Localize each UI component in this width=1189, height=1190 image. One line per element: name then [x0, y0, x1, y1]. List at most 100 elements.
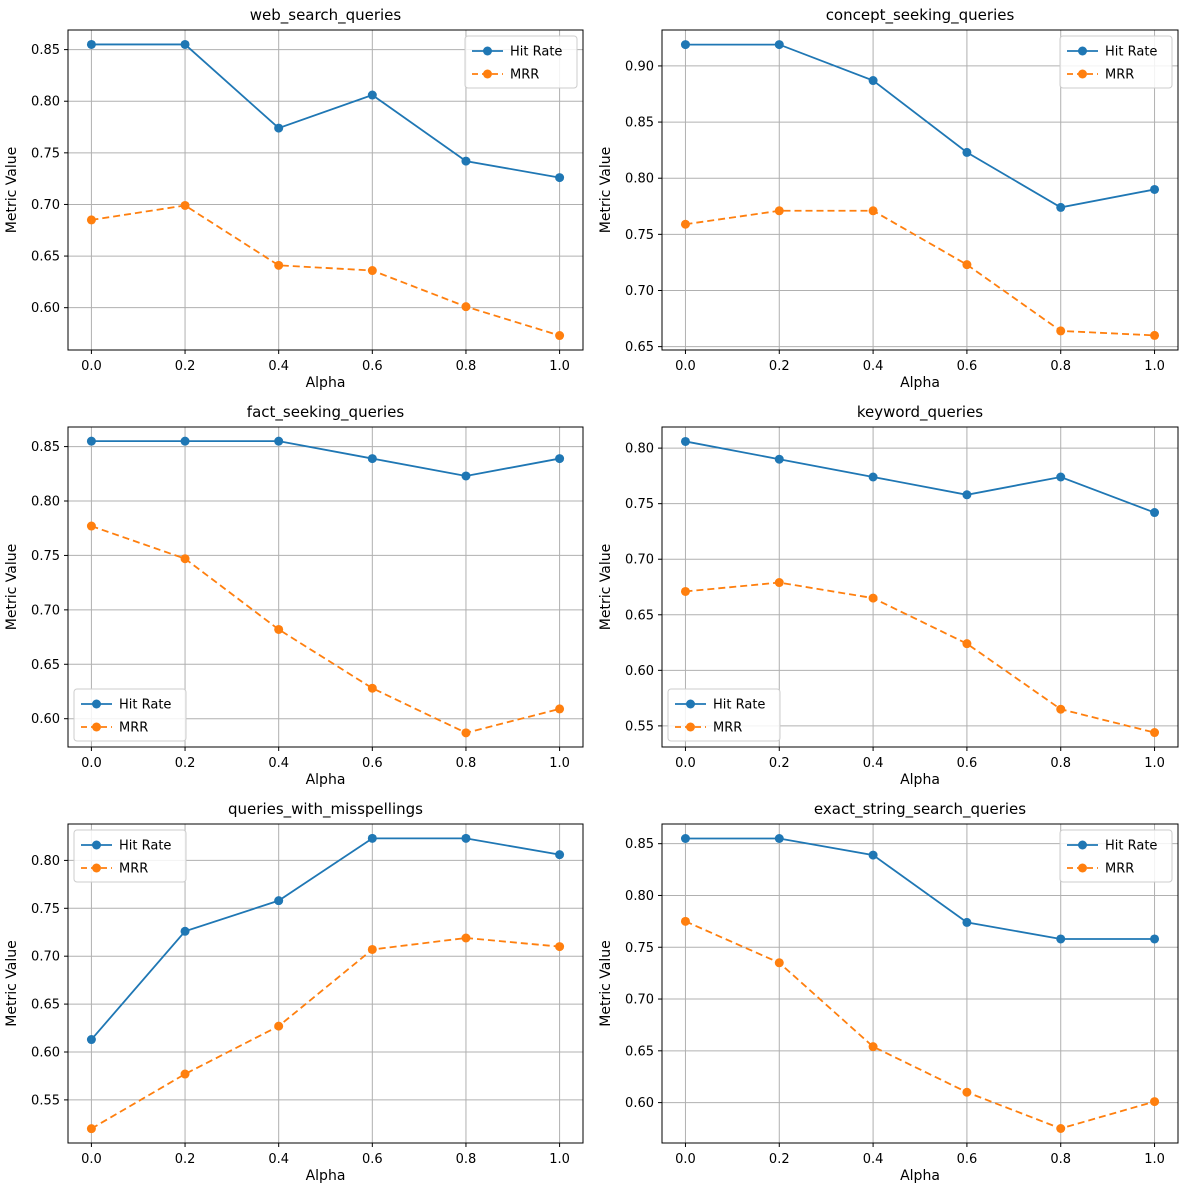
- x-tick-label: 0.2: [175, 756, 196, 771]
- hit-rate-data-point-marker: [774, 40, 784, 50]
- y-axis-label: Metric Value: [598, 147, 614, 233]
- subplot-canvas-exact-string-search-queries: 0.60 0.65 0.70 0.75 0.80 0.85 0.0 0.2 0.4 0.6 0.8 1…: [598, 800, 1179, 1184]
- legend-label: Hit Rate: [713, 698, 765, 713]
- hit-rate-data-point-marker: [274, 896, 284, 906]
- hit-rate-line: [685, 837, 1155, 940]
- hit-rate-data-point-marker: [962, 490, 972, 500]
- x-tick-label: 0.8: [456, 359, 477, 374]
- hit-rate-data-point-marker: [680, 436, 690, 446]
- mrr-data-point-marker: [180, 554, 190, 564]
- mrr-data-point-marker: [461, 728, 471, 738]
- y-tick-label: 0.70: [625, 553, 654, 568]
- hit-rate-data-point-marker: [1056, 934, 1066, 944]
- hit-rate-data-point-marker: [367, 833, 377, 843]
- legend: Hit Rate MRR: [1059, 35, 1173, 89]
- legend-label: MRR: [713, 721, 742, 736]
- legend: Hit Rate MRR: [464, 35, 578, 89]
- y-tick-label: 0.75: [31, 146, 60, 161]
- legend-label: Hit Rate: [1105, 45, 1157, 60]
- x-axis-label: Alpha: [900, 772, 940, 788]
- y-tick-label: 0.55: [31, 1093, 60, 1108]
- legend-box: [1059, 35, 1173, 89]
- x-axis-label: Alpha: [306, 375, 346, 391]
- mrr-data-point-marker: [868, 593, 878, 603]
- mrr-data-point-marker: [774, 958, 784, 968]
- hit-rate-data-point-marker: [180, 39, 190, 49]
- y-tick-label: 0.60: [31, 712, 60, 727]
- y-axis-label: Metric Value: [598, 544, 614, 630]
- legend-mrr-marker: [92, 863, 101, 873]
- hit-rate-data-point-marker: [555, 173, 565, 183]
- mrr-data-point-marker: [461, 933, 471, 943]
- legend-label: MRR: [510, 68, 539, 83]
- subplot-queries-with-misspellings: 0.55 0.60 0.65 0.70 0.75 0.80 0.0 0.2 0.4 0.6 0.8 1…: [0, 794, 594, 1190]
- y-tick-label: 0.75: [625, 228, 654, 243]
- legend: Hit Rate MRR: [73, 829, 187, 883]
- y-axis-label: Metric Value: [598, 940, 614, 1026]
- hit-rate-data-point-marker: [461, 156, 471, 166]
- x-tick-label: 1.0: [549, 756, 570, 771]
- x-axis-label: Alpha: [306, 1168, 346, 1184]
- mrr-data-point-marker: [1056, 704, 1066, 714]
- hit-rate-data-point-marker: [962, 147, 972, 157]
- x-tick-label: 0.4: [863, 359, 884, 374]
- legend-label: Hit Rate: [119, 839, 171, 854]
- mrr-data-point-marker: [868, 1042, 878, 1052]
- legend-hit-rate-marker: [483, 46, 492, 56]
- subplot-canvas-queries-with-misspellings: 0.55 0.60 0.65 0.70 0.75 0.80 0.0 0.2 0.4 0.6 0.8 1…: [4, 800, 584, 1184]
- x-axis-label: Alpha: [306, 772, 346, 788]
- hit-rate-data-point-marker: [680, 834, 690, 843]
- legend-box: [464, 35, 578, 89]
- legend-mrr-marker: [92, 722, 101, 732]
- axes-frame: [67, 426, 584, 748]
- legend-box: [73, 688, 187, 742]
- x-tick-label: 0.4: [268, 1152, 289, 1167]
- x-tick-label: 0.0: [675, 359, 696, 374]
- x-tick-label: 0.6: [957, 359, 978, 374]
- legend-label: Hit Rate: [119, 698, 171, 713]
- mrr-data-point-marker: [962, 1087, 972, 1097]
- hit-rate-line: [685, 43, 1155, 209]
- subplot-canvas-concept-seeking-queries: 0.65 0.70 0.75 0.80 0.85 0.90 0.0 0.2 0.4 0.6 0.8 1…: [598, 6, 1179, 391]
- hit-rate-data-point-marker: [1150, 508, 1160, 518]
- axes-frame: [661, 426, 1179, 748]
- legend: Hit Rate MRR: [73, 688, 187, 742]
- chart-title: fact_seeking_queries: [247, 403, 405, 422]
- y-tick-label: 0.80: [625, 172, 654, 187]
- y-tick-label: 0.65: [625, 340, 654, 355]
- y-tick-label: 0.85: [31, 43, 60, 58]
- x-tick-label: 1.0: [549, 1152, 570, 1167]
- legend-label: Hit Rate: [510, 45, 562, 60]
- hit-rate-line: [91, 43, 560, 179]
- y-tick-label: 0.75: [31, 549, 60, 564]
- legend-hit-rate-marker: [92, 699, 101, 709]
- legend-label: MRR: [119, 721, 148, 736]
- axes-frame: [67, 823, 584, 1144]
- mrr-data-point-marker: [1150, 728, 1160, 738]
- hit-rate-data-point-marker: [1056, 202, 1066, 212]
- hit-rate-data-point-marker: [868, 850, 878, 860]
- legend-box: [667, 688, 781, 742]
- x-tick-label: 0.8: [1050, 756, 1071, 771]
- x-tick-label: 0.6: [957, 1152, 978, 1167]
- x-tick-label: 1.0: [1144, 1152, 1165, 1167]
- x-tick-label: 0.8: [1050, 359, 1071, 374]
- mrr-data-point-marker: [461, 302, 471, 312]
- hit-rate-data-point-marker: [180, 926, 190, 936]
- x-tick-label: 0.4: [268, 359, 289, 374]
- y-tick-label: 0.60: [625, 664, 654, 679]
- y-tick-label: 0.75: [625, 497, 654, 512]
- hit-rate-data-point-marker: [461, 833, 471, 843]
- x-axis-label: Alpha: [900, 375, 940, 391]
- mrr-data-point-marker: [1150, 1097, 1160, 1107]
- x-tick-label: 0.2: [769, 756, 790, 771]
- subplot-keyword-queries: 0.55 0.60 0.65 0.70 0.75 0.80 0.0 0.2 0.4 0.6 0.8 1…: [594, 397, 1189, 794]
- mrr-data-point-marker: [274, 1021, 284, 1031]
- legend-hit-rate-marker: [92, 840, 101, 850]
- x-tick-label: 0.0: [675, 756, 696, 771]
- y-tick-label: 0.80: [625, 442, 654, 457]
- subplot-canvas-web-search-queries: 0.60 0.65 0.70 0.75 0.80 0.85 0.0 0.2 0.4 0.6 0.8 1…: [4, 6, 584, 391]
- subplot-concept-seeking-queries: 0.65 0.70 0.75 0.80 0.85 0.90 0.0 0.2 0.4 0.6 0.8 1…: [594, 0, 1189, 397]
- mrr-data-point-marker: [274, 260, 284, 270]
